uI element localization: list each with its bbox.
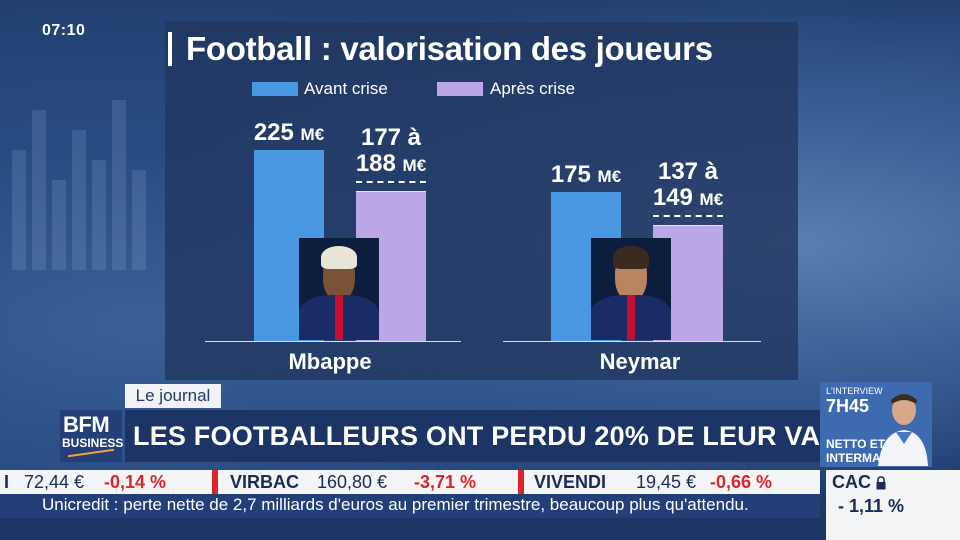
ticker-change: -0,14 % bbox=[104, 472, 167, 492]
value-label: 177 à 188 M€ bbox=[355, 124, 427, 178]
bg-decor-bar bbox=[92, 160, 106, 270]
range-upper-dash bbox=[356, 181, 426, 184]
bfm-business-logo: BFM BUSINESS bbox=[60, 410, 124, 462]
bg-decor-bar bbox=[12, 150, 26, 270]
interview-line1: NETTO ET bbox=[826, 437, 886, 451]
journal-tag: Le journal bbox=[125, 384, 221, 408]
ticker-change: -0,66 % bbox=[710, 472, 773, 492]
logo-bfm-text: BFM bbox=[63, 412, 110, 437]
cac-box bbox=[826, 470, 960, 540]
chart-title: Football : valorisation des joueurs bbox=[186, 30, 713, 67]
neymar-photo bbox=[591, 238, 671, 340]
interview-person-image bbox=[878, 394, 928, 466]
news-text: Unicredit : perte nette de 2,7 milliards… bbox=[42, 495, 749, 514]
ticker-change: -3,71 % bbox=[414, 472, 477, 492]
value-label: 175 M€ bbox=[550, 161, 622, 189]
category-label-mbappe: Mbappe bbox=[288, 349, 372, 374]
stock-ticker bbox=[0, 470, 820, 494]
bottom-strip bbox=[0, 518, 820, 540]
range-lower-line bbox=[356, 190, 426, 192]
mbappe-stripe bbox=[335, 295, 343, 340]
bg-decor-bar bbox=[72, 130, 86, 270]
lock-icon bbox=[876, 476, 886, 490]
ticker-separator bbox=[518, 470, 524, 494]
news-crawl bbox=[0, 494, 820, 518]
ticker-name: VIRBAC bbox=[230, 472, 300, 492]
legend-label-apres: Après crise bbox=[490, 79, 576, 98]
axis-mbappe bbox=[205, 341, 461, 342]
mbappe-photo bbox=[299, 238, 379, 340]
ticker-price: 19,45 € bbox=[636, 472, 697, 492]
title-accent bbox=[168, 32, 172, 66]
mbappe-hair bbox=[321, 246, 357, 269]
neymar-stripe bbox=[627, 295, 635, 340]
legend-label-avant: Avant crise bbox=[304, 79, 388, 98]
interview-pre: L'INTERVIEW bbox=[826, 386, 883, 396]
legend-swatch-apres bbox=[437, 82, 483, 96]
logo-swoosh bbox=[68, 448, 114, 462]
cac-value: - 1,11 % bbox=[838, 496, 905, 516]
clock: 07:10 bbox=[42, 22, 86, 39]
headline: LES FOOTBALLEURS ONT PERDU 20% DE LEUR V… bbox=[133, 421, 895, 451]
value-label: 137 à 149 M€ bbox=[652, 157, 724, 211]
category-label-neymar: Neymar bbox=[599, 349, 681, 374]
ticker-name: VIVENDI bbox=[534, 472, 607, 492]
headline-bar bbox=[125, 410, 820, 462]
ticker-price: 72,44 € bbox=[24, 472, 85, 492]
ticker-separator bbox=[212, 470, 218, 494]
neymar-hair bbox=[613, 246, 649, 269]
ticker-price: 160,80 € bbox=[317, 472, 388, 492]
ticker-name: I bbox=[4, 472, 10, 492]
legend-swatch-avant bbox=[252, 82, 298, 96]
range-upper-dash bbox=[653, 214, 723, 217]
bg-decor-bar bbox=[52, 180, 66, 270]
bg-decor-bar bbox=[32, 110, 46, 270]
range-lower-line bbox=[653, 224, 723, 226]
axis-neymar bbox=[503, 341, 761, 342]
cac-label: CAC bbox=[832, 472, 871, 492]
bg-decor-bar bbox=[112, 100, 126, 270]
bg-decor-bar bbox=[132, 170, 146, 270]
logo-business-text: BUSINESS bbox=[62, 436, 124, 450]
value-label: 225 M€ bbox=[253, 119, 325, 146]
interview-time: 7H45 bbox=[826, 396, 870, 416]
